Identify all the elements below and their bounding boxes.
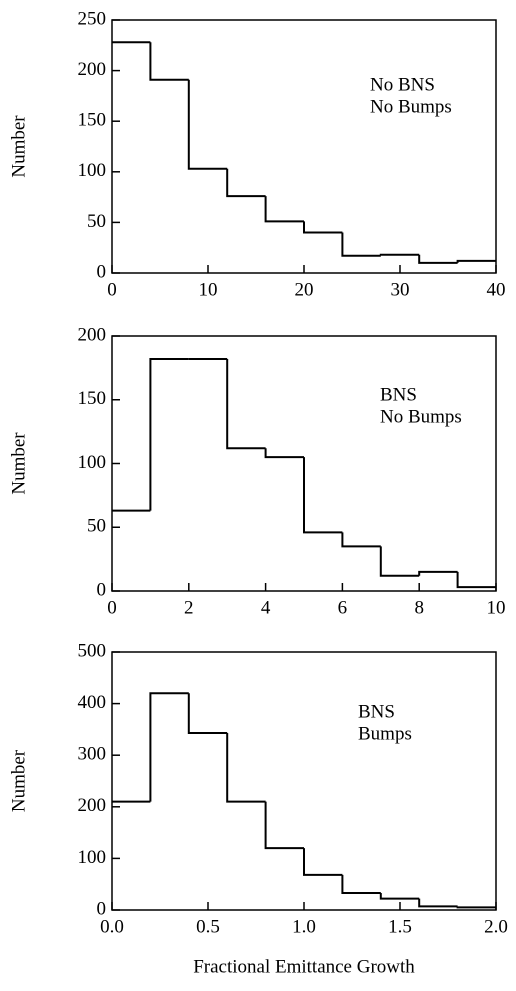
histogram-bin: [226, 168, 266, 198]
y-tick-label: 250: [78, 8, 107, 29]
histogram-bin: [379, 546, 420, 577]
histogram-bin: [418, 570, 458, 576]
histogram-bin: [341, 232, 381, 257]
histogram-bin: [303, 457, 343, 534]
x-tick-label: 20: [295, 279, 314, 300]
histogram-bin: [456, 906, 496, 909]
y-tick-label: 500: [78, 640, 107, 661]
x-tick-label: 0.0: [100, 916, 124, 937]
x-tick-label: 0.5: [196, 916, 220, 937]
histogram-bin: [226, 733, 266, 803]
y-tick-label: 400: [78, 692, 107, 713]
y-tick-label: 0: [97, 261, 107, 282]
x-tick-label: 2: [184, 597, 194, 618]
histogram-bin: [149, 42, 189, 81]
y-axis-label: Number: [8, 749, 29, 812]
x-tick-label: 8: [414, 597, 424, 618]
x-tick-label: 40: [487, 279, 506, 300]
annotation: BNS: [358, 701, 395, 722]
y-tick-label: 50: [87, 516, 106, 537]
y-tick-label: 150: [78, 110, 107, 131]
y-tick-label: 50: [87, 211, 106, 232]
histogram-bin: [456, 259, 496, 263]
annotation: No Bumps: [380, 406, 462, 427]
y-tick-label: 150: [78, 388, 107, 409]
x-tick-label: 2.0: [484, 916, 508, 937]
annotation: No Bumps: [370, 96, 452, 117]
x-tick-label: 10: [487, 597, 506, 618]
histogram-bin: [341, 532, 381, 548]
histogram-bin: [187, 79, 228, 170]
y-tick-label: 200: [78, 59, 107, 80]
x-tick-label: 6: [338, 597, 348, 618]
y-tick-label: 200: [78, 324, 107, 345]
y-tick-label: 100: [78, 160, 107, 181]
x-tick-label: 0: [107, 279, 117, 300]
y-axis-label: Number: [8, 115, 29, 178]
x-tick-label: 1.5: [388, 916, 412, 937]
histogram-bin: [264, 196, 304, 223]
histogram-bin: [187, 693, 228, 735]
histogram-bin: [226, 358, 266, 450]
histogram-bin: [303, 848, 343, 876]
histogram-bin: [418, 254, 458, 264]
histogram-bin: [303, 221, 343, 234]
histogram-bin: [264, 448, 304, 459]
y-tick-label: 0: [97, 898, 107, 919]
plot-frame: [111, 19, 497, 274]
y-tick-label: 0: [97, 579, 107, 600]
histogram-bin: [149, 692, 189, 802]
x-tick-label: 0: [107, 597, 117, 618]
histogram-bin: [456, 571, 496, 589]
histogram-bin: [379, 253, 420, 256]
x-tick-label: 30: [391, 279, 410, 300]
annotation: Bumps: [358, 723, 412, 744]
histogram-bin: [418, 898, 458, 908]
annotation: BNS: [380, 384, 417, 405]
y-axis-label: Number: [8, 432, 29, 495]
x-tick-label: 10: [199, 279, 218, 300]
x-axis-label: Fractional Emittance Growth: [193, 956, 415, 977]
y-tick-label: 100: [78, 452, 107, 473]
x-tick-label: 1.0: [292, 916, 316, 937]
histogram-bin: [379, 892, 420, 900]
x-tick-label: 4: [261, 597, 271, 618]
y-tick-label: 100: [78, 847, 107, 868]
histogram-bin: [341, 874, 381, 894]
annotation: No BNS: [370, 74, 435, 95]
y-tick-label: 200: [78, 795, 107, 816]
y-tick-label: 300: [78, 744, 107, 765]
histogram-bin: [149, 357, 189, 511]
histogram-bin: [264, 801, 304, 850]
